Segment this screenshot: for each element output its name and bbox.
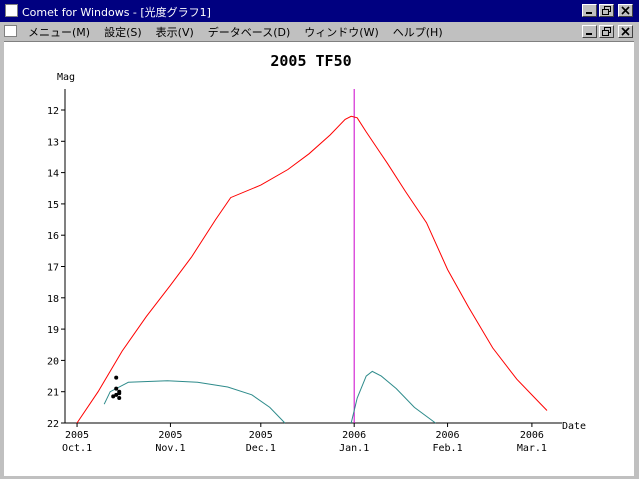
y-tick-label: 18 [47,294,59,305]
axes: 12 13 14 15 16 17 18 19 20 21 22 2005 Oct.1 2005 Nov.1… [47,89,562,454]
altitude-curve [350,370,436,424]
minimize-icon [586,12,592,14]
altitude-curve [103,380,286,424]
x-tick-year: 2005 [65,430,89,441]
x-tick-month: Jan.1 [339,443,369,454]
menu-item-view[interactable]: 表示(V) [155,26,194,39]
x-tick-year: 2006 [342,430,366,441]
y-tick-label: 17 [47,263,59,274]
menu-bar: メニュー(M) 設定(S) 表示(V) データベース(D) ウィンドウ(W) ヘ… [0,22,639,41]
magnitude-curve [76,115,548,424]
close-icon [621,27,630,36]
observation-point [117,395,122,400]
menu-item-help[interactable]: ヘルプ(H) [392,26,443,39]
x-tick-year: 2005 [158,430,182,441]
x-tick-month: Oct.1 [62,443,92,454]
x-tick-year: 2006 [520,430,544,441]
app-icon [5,4,18,17]
y-tick-label: 22 [47,419,59,430]
y-tick-label: 20 [47,356,59,367]
y-axis-label: Mag [57,72,75,83]
minimize-icon [586,33,592,35]
title-bar: Comet for Windows - [光度グラフ1] [0,0,639,22]
x-axis-label: Date [562,421,586,432]
restore-button[interactable] [599,4,614,17]
close-icon [621,6,630,15]
doc-close-button[interactable] [618,25,633,38]
y-tick-label: 19 [47,325,59,336]
observation-point [111,394,116,399]
observation-point [117,391,122,396]
x-tick-month: Dec.1 [246,443,276,454]
x-tick-month: Feb.1 [433,443,463,454]
y-tick-label: 12 [47,106,59,117]
window-title: Comet for Windows - [光度グラフ1] [22,6,211,19]
restore-icon [602,27,611,36]
doc-restore-button[interactable] [599,25,614,38]
graph-canvas: 2005 TF50 Mag Date 12 13 14 15 16 17 18 19 20 21 2… [4,41,634,476]
y-tick-label: 14 [47,169,59,180]
menu-item-menu[interactable]: メニュー(M) [28,26,91,39]
y-tick-label: 13 [47,137,59,148]
light-curve-chart: 2005 TF50 Mag Date 12 13 14 15 16 17 18 19 20 21 2… [47,52,586,454]
menu-item-settings[interactable]: 設定(S) [104,26,142,39]
plot-area [76,89,548,424]
x-tick-month: Mar.1 [517,443,547,454]
menu-item-database[interactable]: データベース(D) [207,26,291,39]
doc-minimize-button[interactable] [582,25,597,38]
x-tick-year: 2005 [249,430,273,441]
y-tick-label: 16 [47,231,59,242]
minimize-button[interactable] [582,4,597,17]
menu-item-window[interactable]: ウィンドウ(W) [304,26,379,39]
x-tick-year: 2006 [436,430,460,441]
y-tick-label: 21 [47,388,59,399]
observation-point [114,375,119,380]
y-tick-label: 15 [47,200,59,211]
x-tick-month: Nov.1 [155,443,185,454]
restore-icon [602,6,611,15]
document-icon[interactable] [4,25,17,37]
close-button[interactable] [618,4,633,17]
observation-point [114,392,119,397]
chart-title: 2005 TF50 [270,52,351,70]
observation-point [114,386,119,391]
